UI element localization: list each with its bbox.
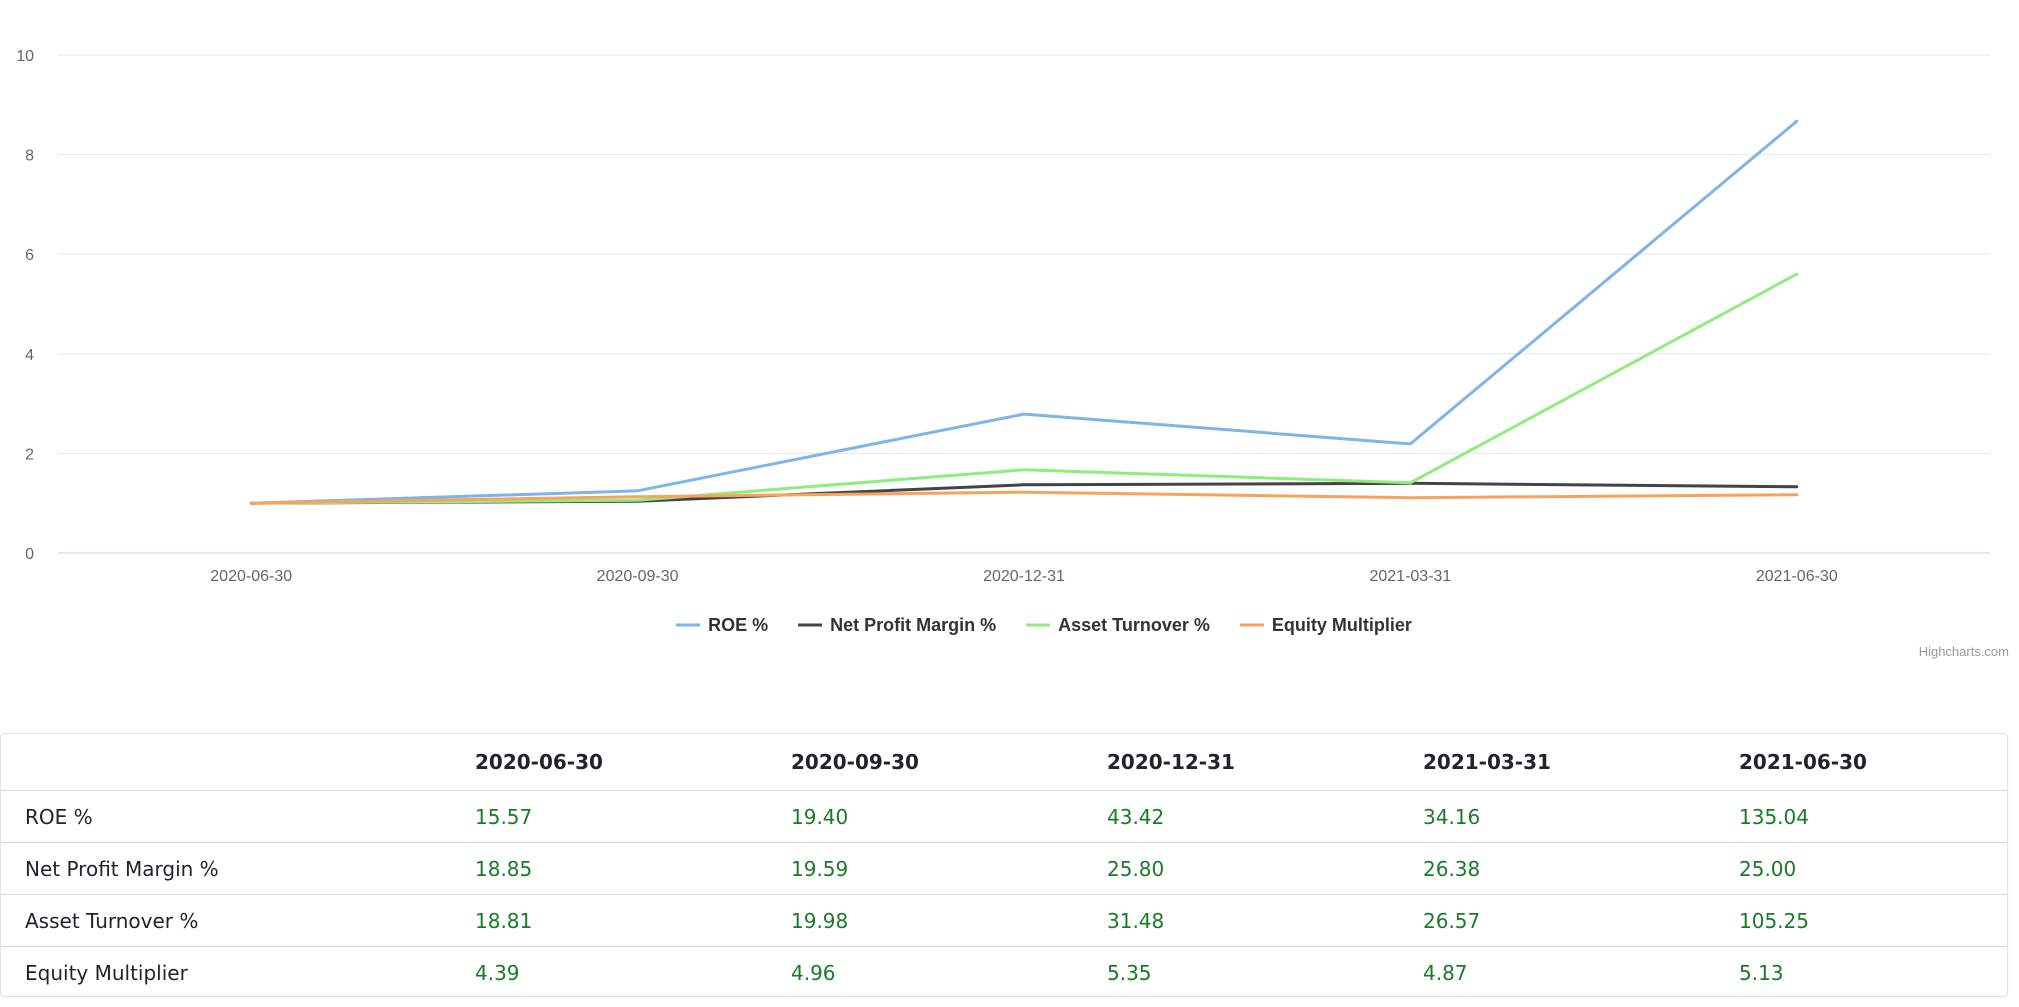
y-tick-label: 8 bbox=[25, 148, 34, 165]
table-cell: 19.98 bbox=[791, 894, 1107, 947]
table-cell: 4.87 bbox=[1423, 946, 1739, 996]
row-label: Equity Multiplier bbox=[1, 946, 475, 996]
legend-label: ROE % bbox=[708, 615, 768, 635]
y-tick-label: 6 bbox=[25, 247, 34, 264]
table-cell: 18.85 bbox=[475, 842, 791, 895]
x-tick-label: 2020-09-30 bbox=[597, 568, 679, 585]
table-cell: 105.25 bbox=[1739, 894, 2007, 947]
legend-item[interactable]: ROE % bbox=[676, 615, 768, 635]
chart-container: 0 2 4 6 8 10 2020-06-30 2020-09-30 2020-12-31 20… bbox=[16, 48, 2009, 659]
y-tick-label: 2 bbox=[25, 446, 34, 463]
x-axis-ticks: 2020-06-30 2020-09-30 2020-12-31 2021-03-31… bbox=[210, 568, 1838, 585]
x-tick-label: 2020-06-30 bbox=[210, 568, 292, 585]
x-tick-label: 2021-06-30 bbox=[1756, 568, 1838, 585]
legend: ROE % Net Profit Margin % Asset Turnover %… bbox=[676, 615, 1412, 635]
series-lines bbox=[249, 119, 1799, 505]
series-line-0[interactable] bbox=[249, 119, 1799, 505]
table-cell: 19.40 bbox=[791, 790, 1107, 843]
row-label: Asset Turnover % bbox=[1, 894, 475, 947]
table-cell: 5.35 bbox=[1107, 946, 1423, 996]
table-cell: 18.81 bbox=[475, 894, 791, 947]
table-cell: 4.39 bbox=[475, 946, 791, 996]
legend-item[interactable]: Asset Turnover % bbox=[1026, 615, 1210, 635]
legend-label: Asset Turnover % bbox=[1058, 615, 1210, 635]
table-cell: 25.80 bbox=[1107, 842, 1423, 895]
data-table-panel: 2020-06-30 2020-09-30 2020-12-31 2021-03… bbox=[0, 733, 2008, 997]
table-cell: 4.96 bbox=[791, 946, 1107, 996]
table-cell: 26.57 bbox=[1423, 894, 1739, 947]
table-cell: 15.57 bbox=[475, 790, 791, 843]
table-cell: 135.04 bbox=[1739, 790, 2007, 843]
table-cell: 26.38 bbox=[1423, 842, 1739, 895]
table-header-cell bbox=[1, 734, 475, 791]
table-row: Net Profit Margin % 18.85 19.59 25.80 26… bbox=[1, 842, 2007, 895]
row-label: Net Profit Margin % bbox=[1, 842, 475, 895]
table-header-row: 2020-06-30 2020-09-30 2020-12-31 2021-03… bbox=[1, 734, 2007, 791]
ratio-table: 2020-06-30 2020-09-30 2020-12-31 2021-03… bbox=[1, 734, 2007, 996]
x-tick-label: 2021-03-31 bbox=[1369, 568, 1451, 585]
y-tick-label: 10 bbox=[16, 48, 34, 65]
legend-item[interactable]: Equity Multiplier bbox=[1239, 615, 1412, 635]
y-tick-label: 0 bbox=[25, 546, 34, 563]
table-cell: 31.48 bbox=[1107, 894, 1423, 947]
row-label: ROE % bbox=[1, 790, 475, 843]
table-cell: 34.16 bbox=[1423, 790, 1739, 843]
table-row: Asset Turnover % 18.81 19.98 31.48 26.57… bbox=[1, 894, 2007, 947]
legend-label: Equity Multiplier bbox=[1272, 615, 1412, 635]
table-header-cell: 2020-12-31 bbox=[1107, 750, 1235, 774]
series-line-2[interactable] bbox=[249, 272, 1799, 505]
table-cell: 5.13 bbox=[1739, 946, 2007, 996]
y-tick-label: 4 bbox=[25, 347, 34, 364]
legend-label: Net Profit Margin % bbox=[830, 615, 996, 635]
table-cell: 19.59 bbox=[791, 842, 1107, 895]
table-header-cell: 2020-09-30 bbox=[791, 750, 919, 774]
table-row: ROE % 15.57 19.40 43.42 34.16 135.04 bbox=[1, 790, 2007, 843]
table-header-cell: 2020-06-30 bbox=[475, 750, 603, 774]
legend-item[interactable]: Net Profit Margin % bbox=[798, 615, 996, 635]
table-row: Equity Multiplier 4.39 4.96 5.35 4.87 5.… bbox=[1, 946, 2007, 996]
table-header-cell: 2021-03-31 bbox=[1423, 750, 1551, 774]
grid-lines bbox=[58, 54, 1990, 554]
table-cell: 43.42 bbox=[1107, 790, 1423, 843]
table-header-cell: 2021-06-30 bbox=[1739, 750, 1867, 774]
x-tick-label: 2020-12-31 bbox=[983, 568, 1065, 585]
credits-label[interactable]: Highcharts.com bbox=[1919, 644, 2009, 659]
y-axis-ticks: 0 2 4 6 8 10 bbox=[16, 48, 34, 563]
series-line-3[interactable] bbox=[249, 490, 1799, 505]
table-cell: 25.00 bbox=[1739, 842, 2007, 895]
